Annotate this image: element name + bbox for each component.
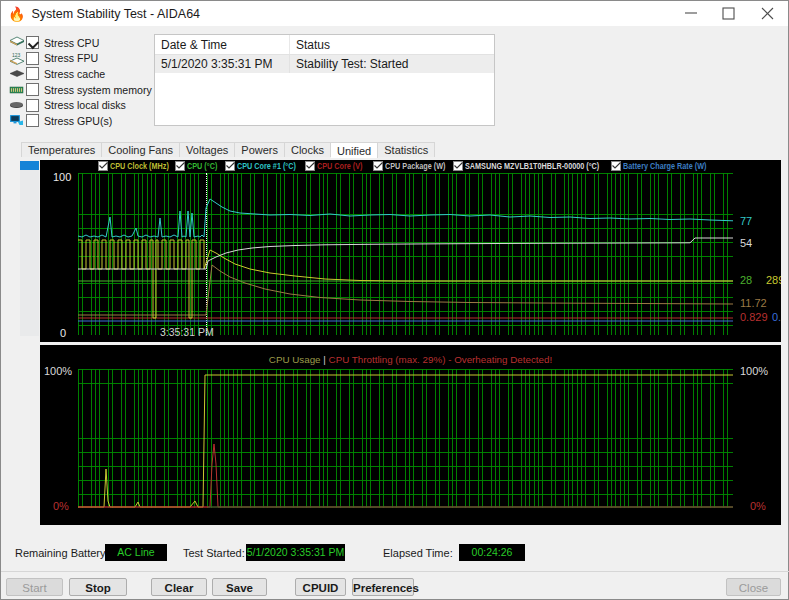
- svg-text:123: 123: [12, 52, 21, 58]
